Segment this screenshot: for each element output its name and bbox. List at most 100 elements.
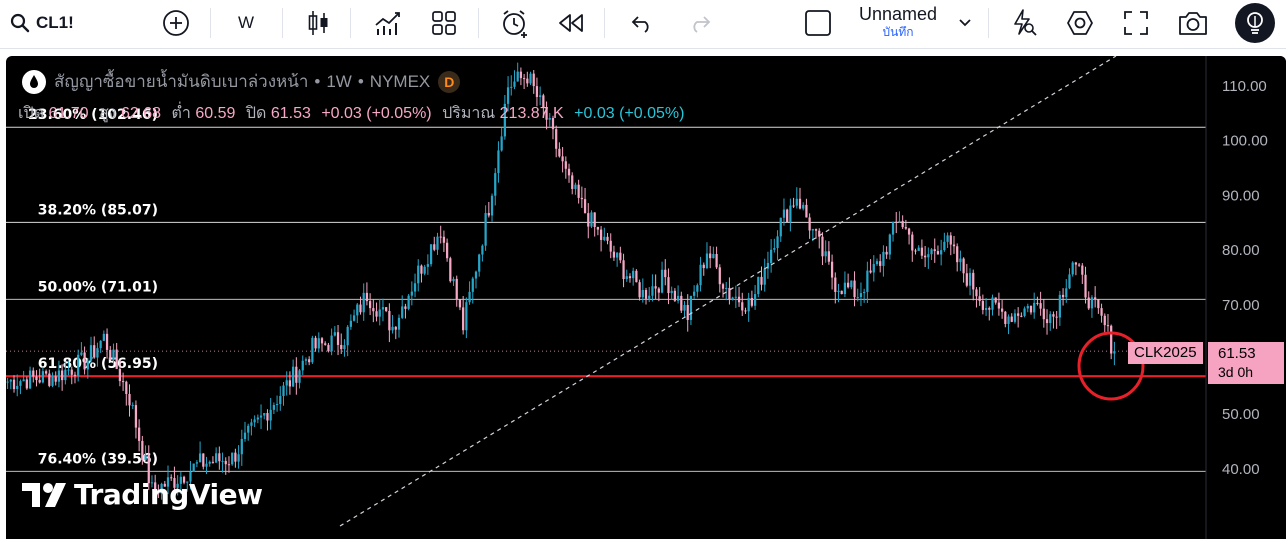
candle-body	[6, 381, 9, 383]
candle-body	[166, 477, 170, 487]
indicators-button[interactable]	[366, 0, 410, 46]
candle-body	[914, 250, 917, 252]
candle-body	[22, 379, 25, 382]
ohlc-legend: เปิด 61.70 สูง 62.68 ต่ำ 60.59 ปิด 61.53…	[18, 101, 684, 126]
candle-body	[686, 305, 689, 320]
candle-body	[657, 288, 660, 293]
candle-body	[1068, 274, 1071, 289]
interval-button[interactable]: W	[237, 13, 255, 32]
candle-body	[818, 230, 821, 237]
candle-body	[266, 413, 269, 421]
candle-body	[336, 332, 340, 345]
candle-body	[141, 440, 144, 461]
candle-body	[288, 380, 292, 387]
replay-button[interactable]	[550, 0, 592, 46]
tradingview-logo: TradingView	[22, 478, 263, 511]
chart-panel[interactable]: 23.60% (102.46) 38.20% (85.07) 50.00% (71.…	[6, 56, 1286, 539]
quick-search-button[interactable]	[1004, 0, 1044, 46]
price-axis[interactable]: 110.00100.0090.0080.0070.0060.0050.0040.…	[1205, 56, 1286, 539]
candle-body	[208, 461, 211, 464]
candle-body	[879, 261, 882, 266]
layout-menu-button[interactable]	[954, 0, 976, 46]
candle-body	[952, 244, 956, 247]
candle-body	[455, 278, 458, 300]
candle-body	[134, 405, 138, 428]
candle-body	[263, 413, 266, 416]
chart-type-button[interactable]	[298, 0, 338, 46]
layout-templates-button[interactable]	[422, 0, 466, 46]
candle-body	[539, 95, 542, 97]
candle-body	[77, 354, 80, 376]
candle-body	[38, 380, 41, 383]
symbol-search-button[interactable]: CL1!	[10, 0, 98, 46]
candle-body	[160, 483, 163, 494]
compare-symbol-button[interactable]	[156, 0, 196, 46]
candle-body	[449, 258, 452, 282]
candle-body	[73, 374, 77, 376]
delayed-data-badge[interactable]: D	[438, 70, 461, 93]
tv-logo-icon	[22, 482, 66, 507]
candle-body	[138, 427, 141, 441]
candle-body	[28, 370, 32, 389]
candle-body	[1065, 288, 1068, 298]
candle-body	[555, 129, 558, 149]
candle-body	[125, 381, 128, 394]
candle-body	[179, 476, 182, 484]
candle-body	[648, 295, 651, 299]
price-chart[interactable]: 23.60% (102.46) 38.20% (85.07) 50.00% (71.…	[6, 56, 1286, 539]
candle-body	[718, 267, 721, 285]
last-price: 61.53	[1218, 345, 1256, 362]
candle-body	[709, 253, 712, 259]
redo-button[interactable]	[680, 0, 720, 46]
candle-body	[105, 333, 109, 350]
alert-button[interactable]	[494, 0, 536, 46]
fullscreen-button[interactable]	[1116, 0, 1156, 46]
layout-name-button[interactable]: Unnamed บันทึก	[848, 4, 948, 40]
candle-body	[330, 335, 333, 352]
candle-body	[445, 242, 449, 259]
candle-body	[847, 282, 850, 288]
candle-body	[285, 380, 288, 386]
candle-body	[170, 477, 173, 479]
candle-body	[163, 483, 166, 487]
candle-body	[1049, 314, 1052, 324]
candle-body	[1045, 319, 1049, 324]
candle-body	[256, 417, 259, 420]
watermark-text: TradingView	[74, 478, 263, 511]
fib-label: 38.20% (85.07)	[38, 202, 158, 218]
candle-body	[1087, 297, 1090, 309]
snapshot-button[interactable]	[1172, 0, 1214, 46]
candle-body	[702, 264, 705, 269]
candle-body	[275, 404, 279, 406]
candle-body	[859, 293, 863, 298]
candle-body	[215, 453, 218, 463]
candle-body	[272, 405, 275, 410]
candle-body	[311, 337, 314, 363]
candle-body	[988, 308, 991, 310]
settings-button[interactable]	[1060, 0, 1100, 46]
candle-body	[936, 251, 940, 255]
undo-button[interactable]	[622, 0, 662, 46]
legend-separator: •	[357, 71, 364, 91]
candle-body	[12, 379, 16, 390]
candle-body	[9, 379, 12, 382]
candle-body	[532, 73, 535, 87]
candle-body	[798, 198, 802, 209]
multi-chart-checkbox[interactable]	[800, 0, 836, 46]
candle-body	[782, 209, 786, 218]
candle-body	[737, 296, 741, 303]
candle-body	[243, 432, 247, 439]
lightning-search-icon	[1010, 8, 1038, 38]
publish-idea-button[interactable]	[1232, 0, 1278, 46]
candle-body	[1084, 274, 1087, 298]
candle-body	[949, 235, 952, 245]
candle-body	[394, 326, 397, 330]
candle-body	[44, 371, 48, 374]
toolbar-divider	[282, 8, 283, 38]
candle-body	[51, 376, 54, 386]
candle-body	[763, 268, 766, 285]
candle-body	[786, 209, 789, 223]
candle-body	[423, 266, 426, 274]
candle-body	[895, 221, 898, 223]
candle-body	[410, 291, 413, 296]
